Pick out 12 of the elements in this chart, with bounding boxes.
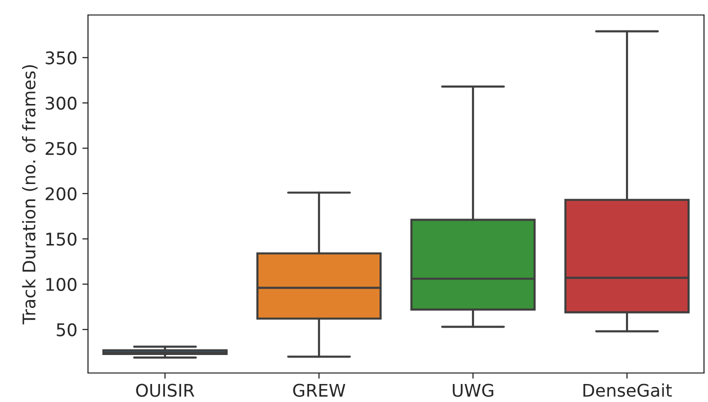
x-tick-label: OUISIR [136, 384, 194, 397]
x-tick-label: UWG [452, 384, 494, 397]
x-tick-label: DenseGait [583, 383, 672, 397]
y-tick-label: 100 [46, 278, 76, 292]
y-tick-label: 300 [46, 96, 76, 110]
x-tick-label: GREW [293, 384, 346, 397]
y-tick-label: 50 [56, 323, 76, 336]
y-tick-label: 150 [46, 232, 76, 246]
y-tick-label: 350 [46, 51, 76, 64]
y-axis-title: Track Duration (no. of frames) [22, 65, 38, 324]
y-tick-label: 200 [46, 187, 76, 200]
y-tick-label: 250 [46, 142, 76, 156]
